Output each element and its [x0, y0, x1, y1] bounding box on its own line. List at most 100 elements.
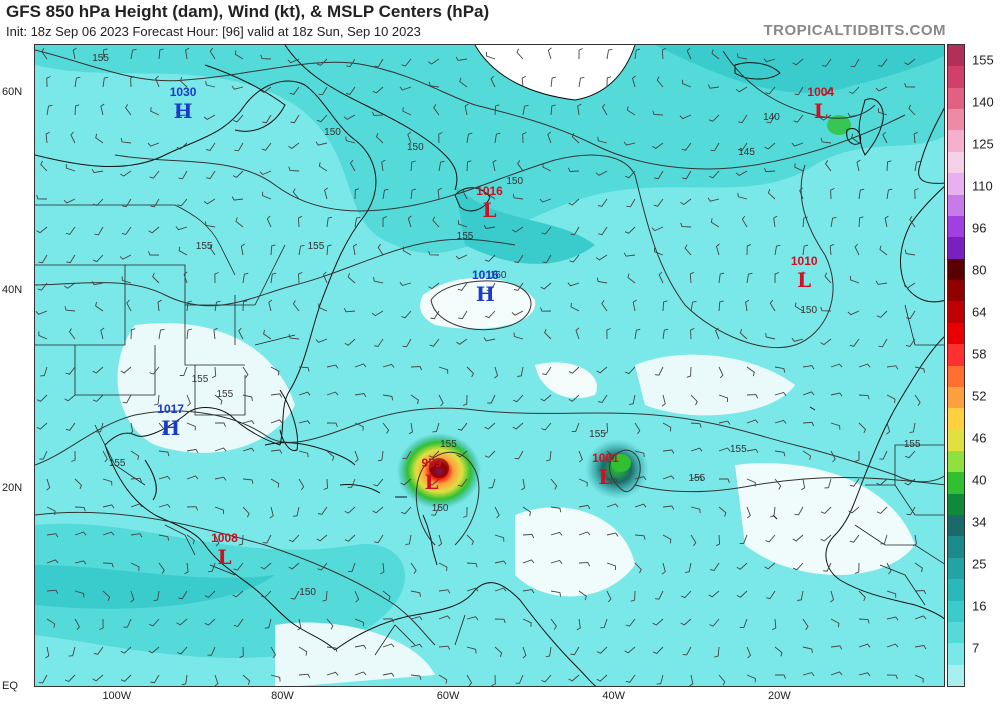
wind-barb — [830, 363, 843, 368]
wind-barb — [315, 141, 328, 146]
wind-barb — [382, 394, 394, 401]
wind-barb — [709, 170, 720, 179]
low-pressure-marker: L — [217, 544, 232, 569]
wind-barb — [298, 673, 311, 678]
wind-barb — [438, 394, 444, 407]
wind-barb — [485, 310, 496, 319]
wind-barb — [578, 531, 591, 536]
wind-barb — [767, 189, 776, 200]
wind-barb — [102, 590, 111, 601]
wind-barb — [571, 422, 580, 432]
wind-barb — [233, 562, 244, 571]
wind-barb — [298, 271, 303, 284]
lon-label-100w: 100W — [102, 690, 132, 702]
wind-barb — [490, 75, 496, 88]
wind-barb — [298, 450, 309, 458]
wind-barb — [466, 534, 474, 546]
lat-label-20n: 20N — [2, 482, 23, 495]
wind-barb — [763, 58, 776, 63]
wind-barb — [690, 327, 695, 340]
wind-barb — [774, 674, 786, 679]
wind-barb — [102, 478, 113, 486]
wind-barb — [186, 422, 196, 431]
wind-barb — [347, 478, 356, 488]
wind-barb — [292, 506, 300, 517]
wind-barb — [130, 590, 135, 603]
wind-barb — [802, 244, 809, 256]
wind-barb — [130, 477, 143, 483]
wind-barb — [147, 142, 160, 147]
wind-barb — [377, 450, 384, 462]
wind-barb — [65, 422, 76, 431]
wind-barb — [799, 187, 804, 200]
wind-barb — [46, 589, 59, 594]
wind-barb — [745, 299, 750, 312]
wind-barb — [718, 420, 731, 425]
wind-barb — [824, 272, 832, 284]
colorbar-segment — [948, 194, 964, 217]
wind-barb — [317, 114, 328, 123]
colorbar-segment — [948, 429, 964, 452]
wind-barb — [242, 506, 250, 518]
wind-barb — [214, 394, 223, 405]
colorbar-label: 140 — [972, 94, 994, 110]
wind-barb — [382, 590, 391, 601]
wind-barb — [658, 271, 664, 284]
wind-barb — [820, 114, 832, 121]
wind-barb — [522, 533, 535, 539]
wind-barb — [654, 170, 664, 180]
wind-barb — [377, 243, 384, 256]
wind-barb — [570, 302, 580, 312]
wind-barb — [231, 196, 244, 201]
wind-barb — [625, 366, 636, 375]
wind-barb — [858, 590, 866, 602]
wind-barb — [130, 503, 143, 508]
wind-barb — [684, 244, 692, 256]
wind-barb — [606, 562, 617, 571]
wind-barb — [175, 226, 188, 231]
wind-barb — [261, 142, 272, 151]
wind-barb — [820, 506, 832, 514]
wind-barb — [494, 618, 506, 624]
wind-barb — [686, 366, 692, 378]
wind-barb — [522, 131, 527, 144]
wind-barb — [829, 243, 834, 256]
wind-barb — [512, 193, 524, 200]
wind-barb — [354, 618, 364, 627]
wind-barb — [598, 226, 608, 236]
wind-barb — [46, 559, 59, 564]
wind-barb — [70, 131, 76, 144]
wind-barb — [270, 646, 277, 659]
wind-barb — [517, 366, 524, 377]
wind-barb — [407, 131, 412, 144]
wind-barb — [270, 366, 280, 376]
wind-barb — [462, 394, 468, 406]
wind-barb — [354, 363, 367, 368]
wind-barb — [914, 615, 927, 620]
wind-barb — [158, 503, 171, 508]
wind-barb — [322, 271, 328, 284]
wind-barb — [326, 646, 338, 653]
wind-barb — [680, 198, 692, 206]
wind-barb — [875, 280, 888, 285]
wind-barb — [550, 618, 557, 630]
wind-barb — [521, 75, 526, 88]
wind-barb — [93, 646, 104, 655]
wind-barb — [522, 589, 535, 594]
wind-barb — [290, 590, 300, 600]
wind-barb — [343, 308, 356, 313]
contour-label: 155 — [108, 458, 126, 470]
wind-barb — [401, 310, 412, 319]
wind-barb — [513, 332, 524, 340]
wind-barb — [323, 478, 328, 491]
pressure-value: 1008 — [211, 530, 238, 545]
wind-barb — [45, 131, 50, 144]
wind-barb — [545, 450, 552, 462]
wind-barb — [290, 114, 300, 124]
wind-barb — [634, 503, 647, 508]
map-header: GFS 850 hPa Height (dam), Wind (kt), & M… — [0, 0, 1000, 44]
wind-barb — [102, 48, 108, 60]
wind-barb — [830, 618, 840, 628]
wind-barb — [880, 534, 888, 545]
wind-barb — [130, 48, 137, 60]
